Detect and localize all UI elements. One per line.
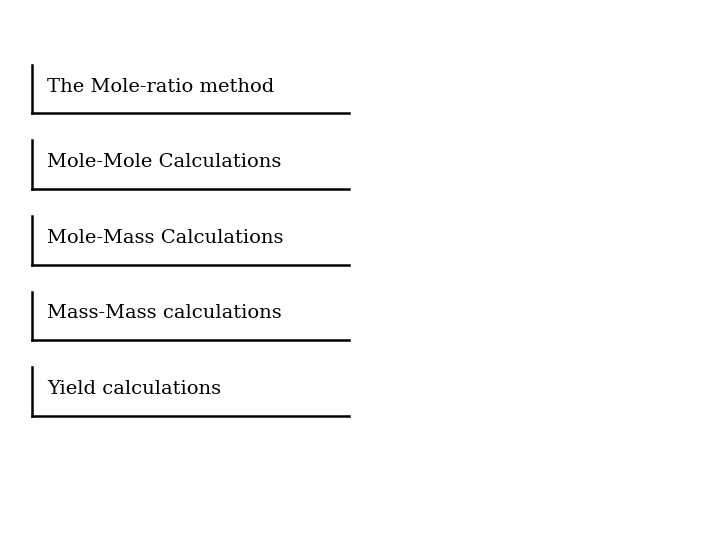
Text: Mass-Mass calculations: Mass-Mass calculations: [47, 305, 282, 322]
Text: Mole-Mole Calculations: Mole-Mole Calculations: [47, 153, 282, 171]
Text: Mole-Mass Calculations: Mole-Mass Calculations: [47, 229, 283, 247]
Text: Yield calculations: Yield calculations: [47, 380, 221, 398]
Text: The Mole-ratio method: The Mole-ratio method: [47, 78, 274, 96]
